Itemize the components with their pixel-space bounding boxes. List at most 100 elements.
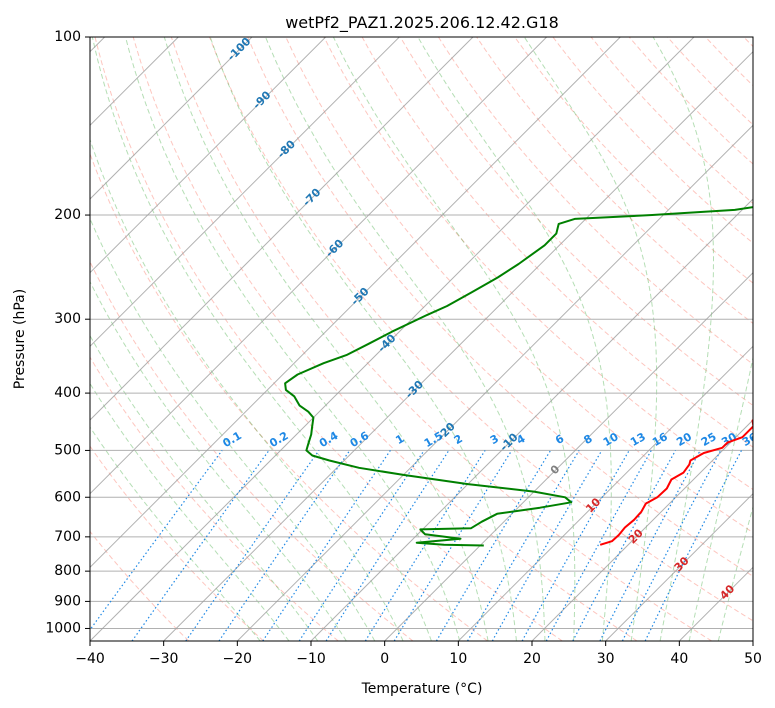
x-tick-label: 40 xyxy=(670,651,688,667)
profile-series xyxy=(284,206,753,547)
dry-adiabat xyxy=(476,37,753,325)
isotherm-line xyxy=(236,124,753,641)
dry-adiabat xyxy=(667,37,753,126)
dry-adiabat xyxy=(247,37,753,577)
dry-adiabat xyxy=(437,37,753,365)
isotherm-line xyxy=(310,198,753,641)
mixing-ratio-line xyxy=(218,450,351,641)
moist-adiabat xyxy=(90,138,404,641)
moist-adiabat xyxy=(652,37,714,641)
mixing-ratio-label: 25 xyxy=(699,430,719,449)
moist-adiabat xyxy=(163,37,489,641)
mixing-ratio-line xyxy=(644,450,743,641)
mixing-ratio-label: 0.1 xyxy=(220,429,243,450)
x-tick-label: 30 xyxy=(597,651,615,667)
dry-adiabat xyxy=(399,37,753,407)
moist-adiabat xyxy=(90,217,376,641)
mixing-ratio-line xyxy=(185,450,320,641)
isotherm-line xyxy=(90,37,621,569)
mixing-ratio-label: 2 xyxy=(452,432,465,447)
mixing-ratio-line xyxy=(90,450,223,631)
dry-adiabat xyxy=(552,37,753,244)
mixing-ratio-line xyxy=(572,450,677,641)
dry-adiabat xyxy=(170,37,712,641)
isotherm-label: -30 xyxy=(403,378,426,401)
mixing-ratio-label: 6 xyxy=(553,432,566,447)
mixing-ratio-label: 10 xyxy=(601,430,621,449)
x-tick-label: −20 xyxy=(223,651,253,667)
y-tick-label: 100 xyxy=(54,29,81,45)
dry-adiabat xyxy=(705,37,753,87)
dry-adiabat xyxy=(590,37,753,205)
mixing-ratio-line xyxy=(545,450,652,641)
mixing-ratio-line xyxy=(131,450,270,641)
y-tick-label: 600 xyxy=(54,489,81,505)
theta-e-label: 40 xyxy=(717,582,737,602)
isotherm-line xyxy=(384,271,753,641)
mixing-ratio-label: 0.6 xyxy=(348,429,372,450)
isotherm-label: -50 xyxy=(348,285,371,308)
mixing-ratio-label: 0.4 xyxy=(317,429,341,450)
y-axis-ticks: 1000 900 800 700 600 500 400 300 200 100 xyxy=(45,29,90,636)
dry-adiabat xyxy=(90,152,488,641)
chart-title: wetPf2_PAZ1.2025.206.12.42.G18 xyxy=(285,13,559,33)
moist-adiabat xyxy=(523,37,658,641)
dry-adiabat xyxy=(743,37,753,48)
isotherm-line xyxy=(752,640,753,641)
moist-adiabat xyxy=(90,334,319,641)
dry-adiabat xyxy=(94,37,563,641)
x-tick-label: −40 xyxy=(75,651,105,667)
mixing-ratio-lines xyxy=(90,450,743,641)
y-tick-label: 400 xyxy=(54,385,81,401)
y-axis-label: Pressure (hPa) xyxy=(12,289,28,389)
moist-adiabat xyxy=(717,505,753,641)
y-tick-label: 300 xyxy=(54,311,81,327)
mixing-ratio-label: 36 xyxy=(740,430,760,449)
isotherm-line xyxy=(90,37,695,641)
x-tick-label: −10 xyxy=(296,651,326,667)
dry-adiabat xyxy=(90,260,414,641)
mixing-ratio-line xyxy=(393,450,513,641)
moist-adiabat xyxy=(125,37,461,641)
x-axis-label: Temperature (°C) xyxy=(361,681,483,697)
y-tick-label: 800 xyxy=(54,563,81,579)
y-tick-label: 700 xyxy=(54,529,81,545)
mixing-ratio-line xyxy=(599,450,701,641)
mixing-ratio-label: 8 xyxy=(582,432,595,447)
isotherm-line xyxy=(605,492,753,641)
dry-adiabat xyxy=(90,356,339,641)
dry-adiabat xyxy=(514,37,753,284)
mixing-ratio-line xyxy=(262,450,391,641)
moist-adiabat xyxy=(688,355,753,641)
mixing-ratio-label: 1 xyxy=(393,432,406,447)
x-tick-label: 20 xyxy=(523,651,541,667)
dry-adiabat xyxy=(90,445,264,641)
dewpoint-line xyxy=(284,206,753,547)
isotherm-line xyxy=(531,419,753,641)
moist-adiabat xyxy=(91,37,432,641)
isobar-grid xyxy=(90,37,753,629)
dry-adiabat xyxy=(90,530,190,641)
moist-adiabat xyxy=(209,37,517,641)
plot-frame xyxy=(89,36,754,642)
moist-adiabat xyxy=(90,280,347,641)
mixing-ratio-line xyxy=(325,450,450,641)
moist-adiabats xyxy=(90,37,753,641)
isotherm-line xyxy=(457,345,753,641)
isotherm-line xyxy=(90,37,253,200)
x-tick-label: −30 xyxy=(149,651,179,667)
y-tick-label: 200 xyxy=(54,207,81,223)
dry-adiabat xyxy=(361,37,753,448)
dry-adiabat xyxy=(209,37,753,622)
moist-adiabat xyxy=(90,382,290,641)
y-tick-label: 900 xyxy=(54,593,81,609)
isotherm-line xyxy=(90,37,400,348)
isotherm-line xyxy=(90,37,474,421)
moist-adiabat xyxy=(90,426,261,641)
isotherm-line xyxy=(90,37,548,495)
y-tick-label: 500 xyxy=(54,442,81,458)
mixing-ratio-line xyxy=(298,450,425,641)
moist-adiabat xyxy=(417,37,612,641)
mixing-ratio-label: 20 xyxy=(674,430,694,449)
